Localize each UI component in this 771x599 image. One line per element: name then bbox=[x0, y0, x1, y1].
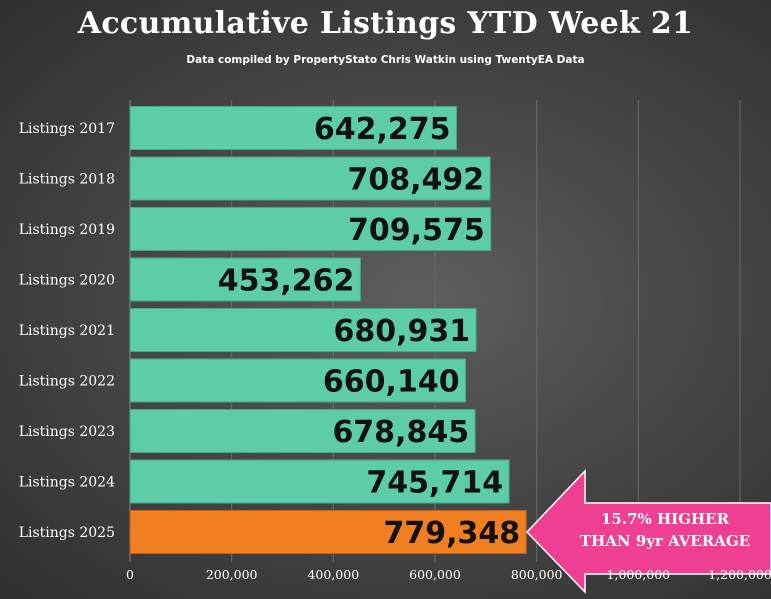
value-label: 779,348 bbox=[384, 516, 521, 551]
value-label: 680,931 bbox=[333, 314, 470, 349]
value-label: 453,262 bbox=[218, 264, 355, 299]
category-label: Listings 2020 bbox=[19, 273, 115, 289]
x-tick-label: 1,200,000 bbox=[708, 567, 771, 582]
x-tick-label: 200,000 bbox=[206, 567, 258, 582]
bars bbox=[129, 106, 527, 554]
chart-title: Accumulative Listings YTD Week 21 bbox=[77, 6, 694, 41]
category-label: Listings 2019 bbox=[19, 222, 115, 238]
value-label: 708,492 bbox=[348, 163, 485, 198]
bar-listings-2019 bbox=[129, 207, 492, 251]
callout-annotation: 15.7% HIGHER THAN 9yr AVERAGE bbox=[525, 469, 771, 594]
value-label: 709,575 bbox=[348, 213, 485, 248]
bar-listings-2022 bbox=[129, 358, 467, 403]
category-label: Listings 2023 bbox=[19, 424, 115, 440]
category-labels: Listings 2017 Listings 2018 Listings 2019 L… bbox=[19, 121, 115, 541]
callout-line-2: THAN 9yr AVERAGE bbox=[580, 532, 750, 550]
x-tick-label: 1,000,000 bbox=[607, 567, 671, 582]
chart-subtitle: Data compiled by PropertyStato Chris Wat… bbox=[186, 54, 585, 66]
category-label: Listings 2017 bbox=[19, 121, 115, 137]
value-label: 745,714 bbox=[366, 466, 503, 501]
bar-listings-2020 bbox=[129, 257, 361, 302]
category-label: Listings 2021 bbox=[19, 323, 115, 339]
callout-line-1: 15.7% HIGHER bbox=[601, 510, 730, 528]
bar-listings-2021 bbox=[129, 308, 477, 352]
bar-listings-2017 bbox=[129, 106, 457, 150]
x-tick-label: 600,000 bbox=[409, 567, 461, 582]
x-tick-labels: 0 200,000 400,000 600,000 800,000 1,000,000 1,… bbox=[126, 567, 771, 582]
x-tick-label: 400,000 bbox=[307, 567, 359, 582]
value-label: 678,845 bbox=[332, 415, 469, 450]
x-tick-label: 0 bbox=[126, 567, 134, 582]
bar-listings-2018 bbox=[129, 156, 491, 201]
value-labels: 642,275 708,492 709,575 453,262 680,931 660,1… bbox=[218, 112, 520, 551]
value-label: 642,275 bbox=[314, 112, 451, 147]
category-label: Listings 2024 bbox=[19, 475, 115, 491]
value-label: 660,140 bbox=[323, 365, 460, 400]
callout-arrow bbox=[525, 469, 771, 594]
bar-listings-2025 bbox=[129, 510, 527, 554]
x-tick-label: 800,000 bbox=[511, 567, 563, 582]
category-label: Listings 2018 bbox=[19, 172, 115, 188]
bar-listings-2024 bbox=[129, 459, 510, 504]
category-label: Listings 2025 bbox=[19, 525, 115, 541]
bar-listings-2023 bbox=[129, 409, 476, 453]
category-label: Listings 2022 bbox=[19, 374, 115, 390]
